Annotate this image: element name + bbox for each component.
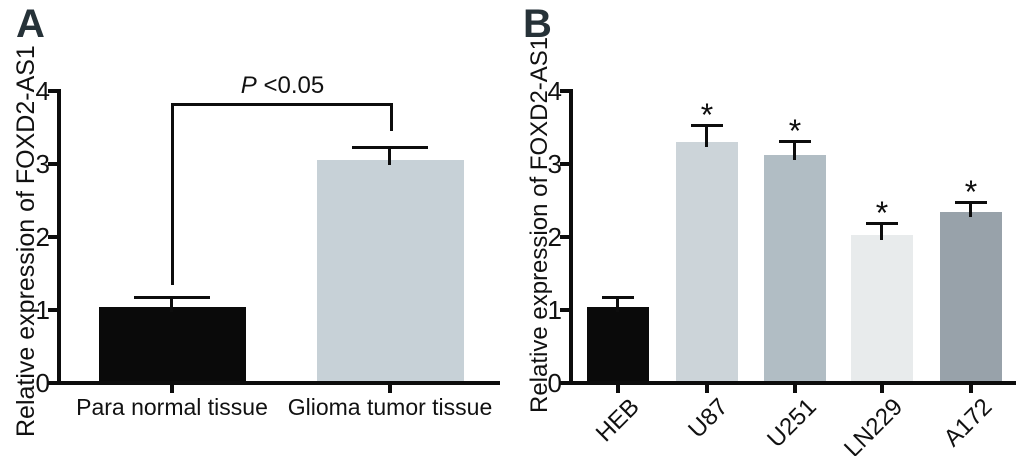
- bar: [764, 155, 826, 381]
- significance-bracket-right-drop: [390, 103, 393, 131]
- x-tick-mark: [969, 385, 973, 393]
- y-tick-label: 3: [547, 149, 562, 179]
- x-category-label: U251: [761, 393, 822, 453]
- significance-asterisk: *: [875, 195, 889, 231]
- error-bar-line: [616, 299, 619, 312]
- x-axis-line: [569, 381, 1016, 385]
- x-category-label: Glioma tumor tissue: [287, 394, 493, 420]
- error-bar-cap: [866, 222, 898, 225]
- x-tick-mark: [880, 385, 884, 393]
- x-category-label: U87: [683, 393, 734, 444]
- x-category-label: LN229: [839, 393, 909, 456]
- y-tick-label: 1: [547, 295, 562, 325]
- y-tick-mark: [48, 162, 57, 166]
- bar: [940, 212, 1002, 381]
- y-tick-label: 1: [35, 295, 50, 325]
- significance-bracket-left-drop: [171, 103, 174, 285]
- x-tick-mark: [170, 385, 174, 393]
- y-tick-label: 0: [35, 368, 50, 398]
- error-bar-line: [388, 149, 391, 165]
- bar: [317, 160, 464, 381]
- p-value-threshold: <0.05: [256, 72, 325, 99]
- x-tick-mark: [616, 385, 620, 393]
- bar: [676, 142, 738, 381]
- y-tick-mark: [48, 308, 57, 312]
- error-bar-line: [969, 204, 972, 217]
- y-tick-mark: [48, 235, 57, 239]
- bar: [587, 307, 649, 381]
- error-bar-cap: [691, 124, 723, 127]
- y-tick-label: 3: [35, 149, 50, 179]
- x-tick-mark: [388, 385, 392, 393]
- error-bar-line: [705, 127, 708, 147]
- y-tick-mark: [560, 308, 569, 312]
- x-tick-mark: [705, 385, 709, 393]
- error-bar-cap: [602, 296, 634, 299]
- significance-asterisk: *: [700, 97, 714, 133]
- y-axis-line: [57, 89, 61, 385]
- significance-label: P <0.05: [172, 71, 393, 101]
- y-tick-mark: [48, 89, 57, 93]
- bar: [851, 235, 913, 381]
- y-tick-mark: [560, 162, 569, 166]
- y-axis-line: [569, 89, 573, 385]
- error-bar-line: [880, 225, 883, 240]
- x-category-label: A172: [938, 393, 998, 453]
- significance-bracket-horizontal: [171, 103, 393, 106]
- x-tick-mark: [793, 385, 797, 393]
- y-tick-label: 4: [547, 76, 562, 106]
- error-bar-line: [793, 143, 796, 160]
- panel-a-letter: A: [16, 2, 45, 46]
- x-axis-line: [57, 381, 500, 385]
- significance-asterisk: *: [964, 174, 978, 210]
- significance-asterisk: *: [788, 113, 802, 149]
- error-bar-line: [170, 299, 173, 312]
- error-bar-cap: [955, 201, 987, 204]
- panel-b-letter: B: [523, 2, 552, 46]
- y-tick-label: 0: [547, 368, 562, 398]
- y-tick-mark: [560, 381, 569, 385]
- y-tick-label: 4: [35, 76, 50, 106]
- x-category-label: Para normal tissue: [76, 394, 268, 420]
- error-bar-cap: [779, 140, 811, 143]
- x-category-label: HEB: [590, 393, 645, 448]
- error-bar-cap: [134, 296, 210, 299]
- p-value-symbol: P: [240, 72, 257, 99]
- y-tick-label: 2: [35, 222, 50, 252]
- bar: [99, 307, 246, 381]
- error-bar-cap: [352, 146, 428, 149]
- y-tick-mark: [560, 235, 569, 239]
- y-tick-label: 2: [547, 222, 562, 252]
- y-tick-mark: [560, 89, 569, 93]
- y-tick-mark: [48, 381, 57, 385]
